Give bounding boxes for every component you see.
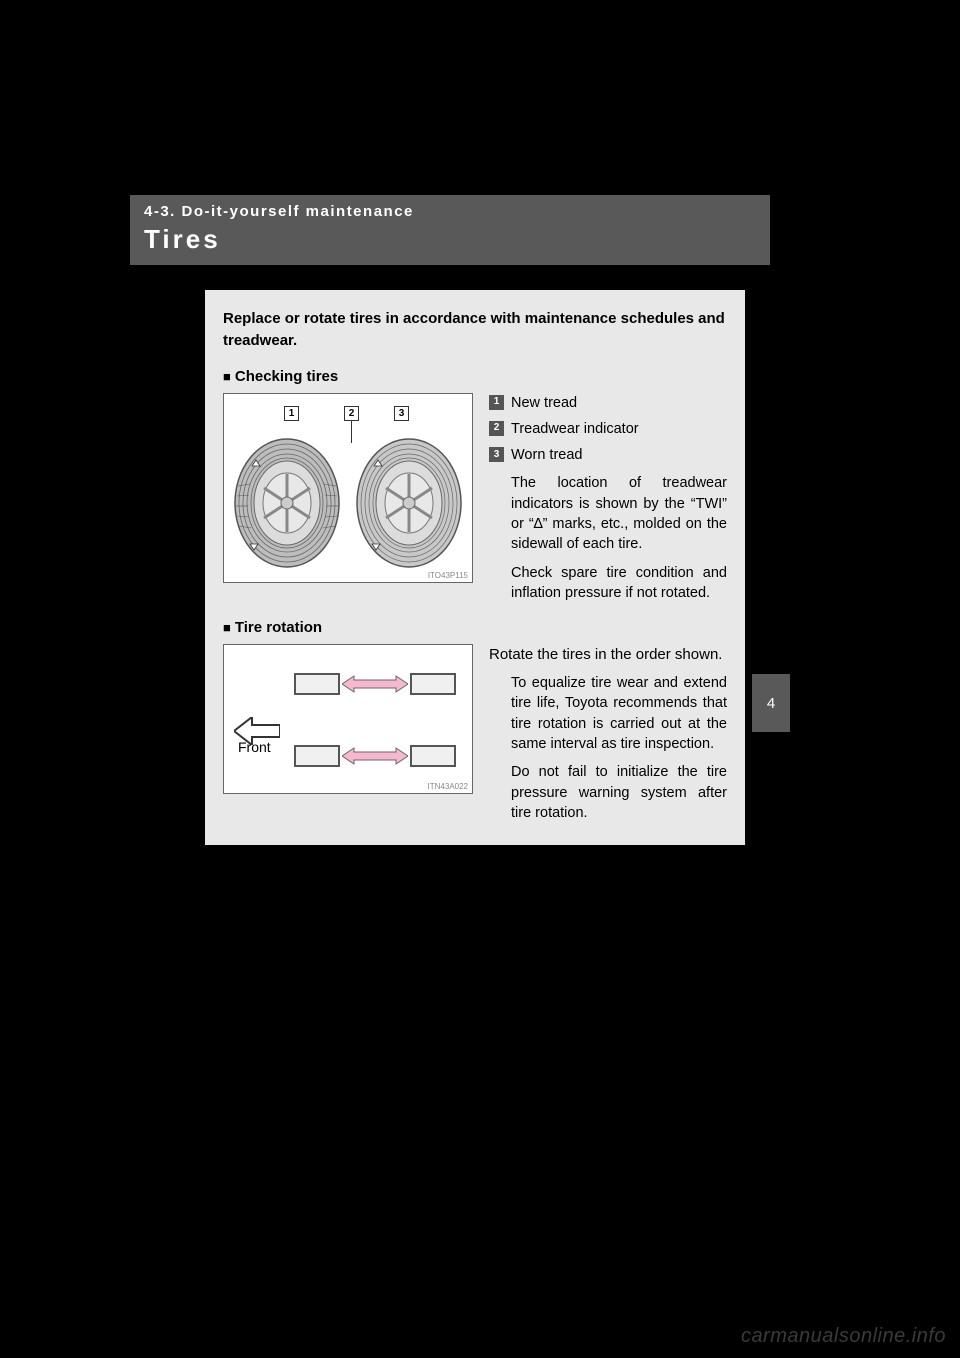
- page-title: Tires: [144, 224, 770, 255]
- list-item-label: Worn tread: [511, 445, 582, 465]
- wheel-rect: [410, 673, 456, 695]
- swap-arrow-icon: [342, 747, 408, 765]
- num-badge: 2: [489, 421, 504, 436]
- rotation-para-2: Do not fail to initialize the tire press…: [511, 762, 727, 823]
- rotation-para-1: To equalize tire wear and extend tire li…: [511, 673, 727, 754]
- list-item: 1 New tread: [489, 393, 727, 413]
- list-item: 2 Treadwear indicator: [489, 419, 727, 439]
- list-item-label: Treadwear indicator: [511, 419, 639, 439]
- checking-list: 1 New tread 2 Treadwear indicator 3 Worn…: [489, 393, 727, 604]
- rotation-row: Front ITN43A022 Rotate the tires in the …: [223, 644, 727, 823]
- section-label: 4-3. Do-it-yourself maintenance: [144, 203, 770, 220]
- figure-checking-tires: 1 2 3: [223, 393, 473, 583]
- wheel-rect: [410, 745, 456, 767]
- checking-para-2: Check spare tire condition and inflation…: [511, 563, 727, 604]
- chapter-tab-number: 4: [767, 695, 775, 712]
- subhead-rotation: ■ Tire rotation: [223, 619, 727, 636]
- figure-tire-rotation: Front ITN43A022: [223, 644, 473, 794]
- square-bullet-icon: ■: [223, 620, 231, 635]
- callout-badge-1: 1: [284, 406, 299, 421]
- content-box: Replace or rotate tires in accordance wi…: [205, 290, 745, 845]
- rotation-lead: Rotate the tires in the order shown.: [489, 644, 727, 665]
- num-badge: 1: [489, 395, 504, 410]
- wheel-rect: [294, 673, 340, 695]
- checking-para-1: The location of treadwear indicators is …: [511, 473, 727, 554]
- subhead-checking: ■ Checking tires: [223, 368, 727, 385]
- watermark: carmanualsonline.info: [741, 1325, 946, 1348]
- figure-id-2: ITN43A022: [428, 782, 468, 791]
- rotation-text-col: Rotate the tires in the order shown. To …: [489, 644, 727, 823]
- list-item: 3 Worn tread: [489, 445, 727, 465]
- tire-new-icon: [232, 436, 342, 571]
- checking-row: 1 2 3: [223, 393, 727, 604]
- header-band: 4-3. Do-it-yourself maintenance Tires: [130, 195, 770, 265]
- chapter-tab: 4: [752, 674, 790, 732]
- front-label: Front: [238, 739, 271, 755]
- subhead-rotation-text: Tire rotation: [235, 619, 322, 636]
- swap-arrow-icon: [342, 675, 408, 693]
- callout-badge-3: 3: [394, 406, 409, 421]
- wheel-rect: [294, 745, 340, 767]
- list-item-label: New tread: [511, 393, 577, 413]
- page: 4-3. Do-it-yourself maintenance Tires 4 …: [0, 0, 960, 1358]
- figure-id-1: ITO43P115: [428, 571, 468, 580]
- num-badge: 3: [489, 447, 504, 462]
- intro-text: Replace or rotate tires in accordance wi…: [223, 308, 727, 352]
- subhead-checking-text: Checking tires: [235, 368, 338, 385]
- tire-worn-icon: [354, 436, 464, 571]
- leader-line: [351, 421, 352, 443]
- callout-badge-2: 2: [344, 406, 359, 421]
- square-bullet-icon: ■: [223, 369, 231, 384]
